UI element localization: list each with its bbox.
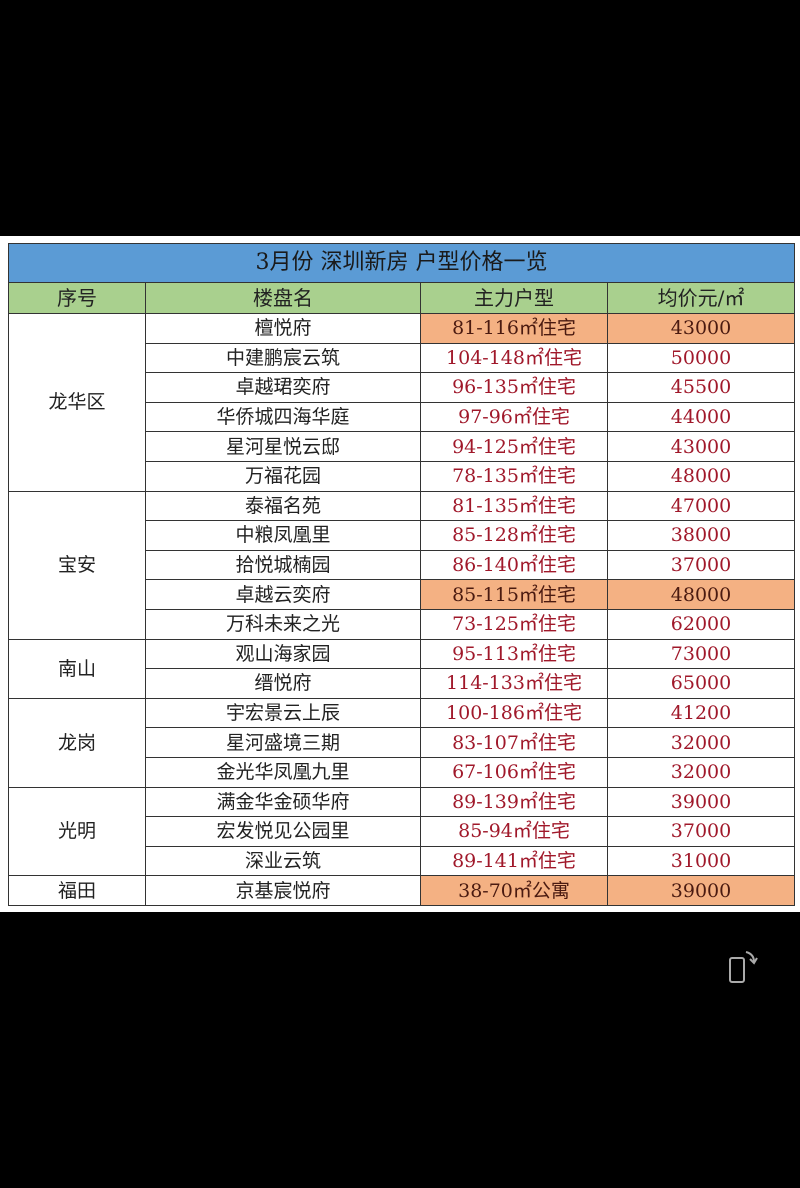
- price-cell: 37000: [606, 549, 796, 581]
- price-cell: 44000: [606, 401, 796, 433]
- price-cell: 32000: [606, 727, 796, 758]
- price-table: 3月份 深圳新房 户型价格一览 序号 楼盘名 主力户型 均价元/㎡ 龙华区 檀悦府…: [7, 243, 796, 906]
- name-cell: 中建鹏宸云筑: [145, 342, 421, 374]
- type-cell: 38-70㎡公寓: [420, 875, 608, 906]
- type-cell: 81-135㎡住宅: [420, 490, 608, 522]
- name-cell: 深业云筑: [145, 845, 421, 877]
- name-cell: 满金华金硕华府: [145, 786, 421, 818]
- price-cell: 37000: [606, 816, 796, 847]
- price-cell: 39000: [606, 875, 796, 906]
- type-cell: 85-94㎡住宅: [420, 816, 608, 847]
- price-cell: 65000: [606, 668, 796, 699]
- name-cell: 华侨城四海华庭: [145, 401, 421, 433]
- header-name: 楼盘名: [145, 282, 421, 314]
- type-cell: 83-107㎡住宅: [420, 727, 608, 758]
- price-cell: 73000: [606, 638, 796, 670]
- price-cell: 32000: [606, 756, 796, 788]
- header-price: 均价元/㎡: [606, 282, 796, 314]
- name-cell: 中粮凤凰里: [145, 520, 421, 551]
- table-row: 万科未来之光 73-125㎡住宅 62000: [9, 608, 796, 640]
- district-cell: 光明: [8, 786, 146, 877]
- table-row: 万福花园 78-135㎡住宅 48000: [9, 460, 796, 492]
- name-cell: 京基宸悦府: [145, 875, 421, 906]
- name-cell: 星河盛境三期: [145, 727, 421, 758]
- table-row: 南山 观山海家园 95-113㎡住宅 73000: [8, 638, 796, 699]
- type-cell: 96-135㎡住宅: [420, 372, 608, 403]
- price-cell: 38000: [606, 520, 796, 551]
- table-row: 宏发悦见公园里 85-94㎡住宅 37000: [9, 816, 796, 847]
- name-cell: 缙悦府: [145, 668, 421, 699]
- table-row: 星河星悦云邸 94-125㎡住宅 43000: [9, 431, 796, 462]
- name-cell: 星河星悦云邸: [145, 431, 421, 462]
- price-cell: 41200: [606, 697, 796, 729]
- price-cell: 43000: [606, 431, 796, 462]
- price-cell: 48000: [606, 579, 796, 610]
- price-cell: 39000: [606, 786, 796, 818]
- district-cell: 宝安: [8, 490, 146, 640]
- table-row: 福田 京基宸悦府 38-70㎡公寓 39000: [8, 875, 796, 906]
- type-cell: 94-125㎡住宅: [420, 431, 608, 462]
- name-cell: 万科未来之光: [145, 608, 421, 640]
- type-cell: 114-133㎡住宅: [420, 668, 608, 699]
- price-cell: 45500: [606, 372, 796, 403]
- table-row: 龙岗 宇宏景云上辰 100-186㎡住宅 41200: [8, 697, 796, 788]
- type-cell: 73-125㎡住宅: [420, 608, 608, 640]
- name-cell: 万福花园: [145, 460, 421, 492]
- price-cell: 48000: [606, 460, 796, 492]
- table-row: 卓越珺奕府 96-135㎡住宅 45500: [9, 372, 796, 403]
- type-cell: 67-106㎡住宅: [420, 756, 608, 788]
- table-row: 龙华区 檀悦府 81-116㎡住宅 43000: [8, 313, 796, 492]
- table-row: 星河盛境三期 83-107㎡住宅 32000: [9, 727, 796, 758]
- district-cell: 龙岗: [8, 697, 146, 788]
- name-cell: 卓越珺奕府: [145, 372, 421, 403]
- table-row: 宝安 泰福名苑 81-135㎡住宅 47000: [8, 490, 796, 640]
- type-cell: 97-96㎡住宅: [420, 401, 608, 433]
- table-row: 深业云筑 89-141㎡住宅 31000: [9, 845, 796, 877]
- name-cell: 泰福名苑: [145, 490, 421, 522]
- price-cell: 43000: [606, 313, 796, 344]
- name-cell: 檀悦府: [145, 313, 421, 344]
- district-cell: 南山: [8, 638, 146, 699]
- name-cell: 宇宏景云上辰: [145, 697, 421, 729]
- type-cell: 78-135㎡住宅: [420, 460, 608, 492]
- name-cell: 观山海家园: [145, 638, 421, 670]
- type-cell: 104-148㎡住宅: [420, 342, 608, 374]
- table-row: 华侨城四海华庭 97-96㎡住宅 44000: [9, 401, 796, 433]
- type-cell: 81-116㎡住宅: [420, 313, 608, 344]
- price-table-panel: 3月份 深圳新房 户型价格一览 序号 楼盘名 主力户型 均价元/㎡ 龙华区 檀悦府…: [0, 236, 800, 912]
- table-row: 光明 满金华金硕华府 89-139㎡住宅 39000: [8, 786, 796, 877]
- table-row: 缙悦府 114-133㎡住宅 65000: [9, 668, 796, 699]
- header-type: 主力户型: [420, 282, 608, 314]
- name-cell: 卓越云奕府: [145, 579, 421, 610]
- type-cell: 89-141㎡住宅: [420, 845, 608, 877]
- type-cell: 85-115㎡住宅: [420, 579, 608, 610]
- price-cell: 50000: [606, 342, 796, 374]
- header-index: 序号: [8, 282, 146, 314]
- name-cell: 宏发悦见公园里: [145, 816, 421, 847]
- type-cell: 95-113㎡住宅: [420, 638, 608, 670]
- type-cell: 86-140㎡住宅: [420, 549, 608, 581]
- type-cell: 85-128㎡住宅: [420, 520, 608, 551]
- name-cell: 拾悦城楠园: [145, 549, 421, 581]
- table-row: 卓越云奕府 85-115㎡住宅 48000: [9, 579, 796, 610]
- table-row: 拾悦城楠园 86-140㎡住宅 37000: [9, 549, 796, 581]
- rotate-screen-icon[interactable]: [728, 948, 758, 988]
- price-cell: 47000: [606, 490, 796, 522]
- price-cell: 62000: [606, 608, 796, 640]
- district-cell: 龙华区: [8, 313, 146, 492]
- price-cell: 31000: [606, 845, 796, 877]
- table-title: 3月份 深圳新房 户型价格一览: [7, 243, 796, 283]
- type-cell: 89-139㎡住宅: [420, 786, 608, 818]
- table-row: 中建鹏宸云筑 104-148㎡住宅 50000: [9, 342, 796, 374]
- table-row: 中粮凤凰里 85-128㎡住宅 38000: [9, 520, 796, 551]
- name-cell: 金光华凤凰九里: [145, 756, 421, 788]
- district-cell: 福田: [8, 875, 146, 906]
- type-cell: 100-186㎡住宅: [420, 697, 608, 729]
